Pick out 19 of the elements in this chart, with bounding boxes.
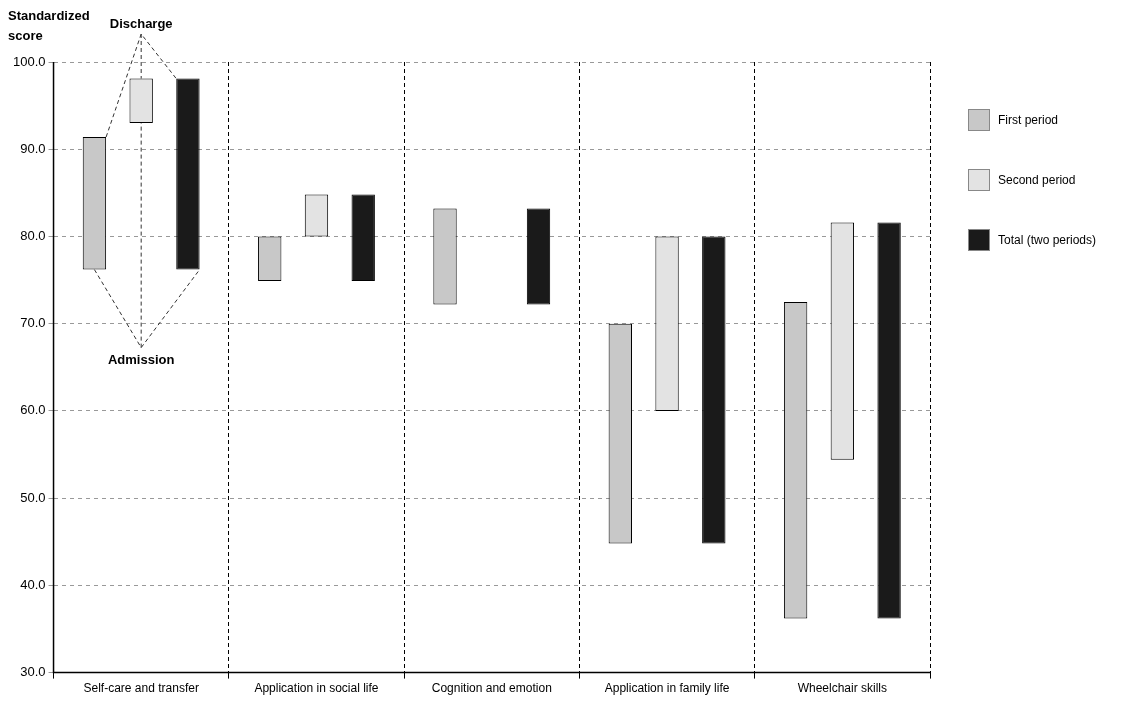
- y-tick-label: 50.0: [20, 489, 46, 505]
- y-axis-title: Standardized score: [8, 8, 90, 43]
- y-tick-label: 90.0: [20, 140, 46, 156]
- y-tick-label: 40.0: [20, 576, 46, 592]
- legend-label: Total (two periods): [998, 233, 1097, 247]
- x-tick-label: Application in social life: [254, 681, 379, 696]
- legend-label: First period: [998, 113, 1059, 127]
- y-tick-label: 100.0: [12, 53, 46, 69]
- legend-label: Second period: [998, 173, 1076, 187]
- y-tick-label: 30.0: [20, 664, 46, 680]
- x-tick-label: Self-care and transfer: [83, 681, 199, 696]
- x-tick-label: Wheelchair skills: [797, 681, 888, 696]
- x-tick-label: Cognition and emotion: [431, 681, 552, 696]
- y-tick-label: 60.0: [20, 402, 46, 418]
- annotation: Discharge: [109, 16, 173, 32]
- x-tick-label: Application in family life: [604, 681, 730, 696]
- y-tick-label: 80.0: [20, 228, 46, 244]
- y-tick-label: 70.0: [20, 315, 46, 331]
- annotation: Admission: [107, 351, 175, 367]
